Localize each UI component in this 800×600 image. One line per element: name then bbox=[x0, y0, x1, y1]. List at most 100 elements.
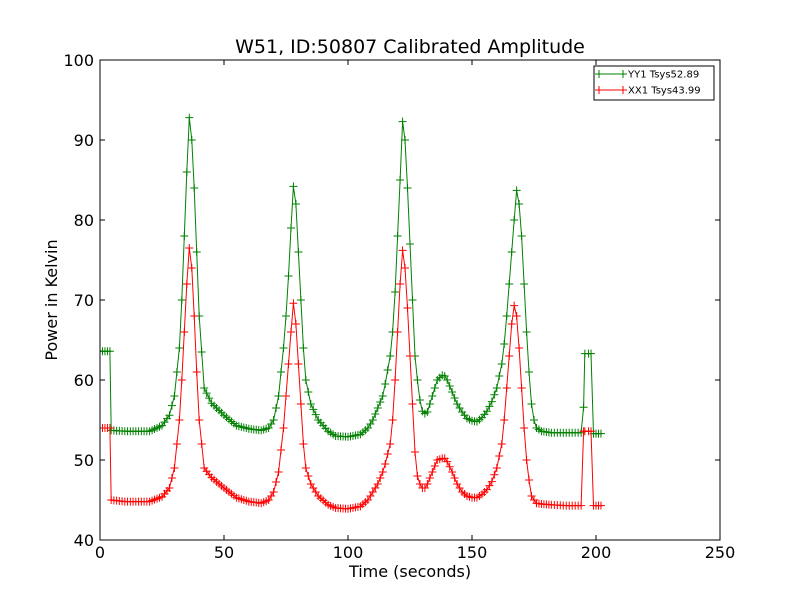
data-point bbox=[299, 440, 308, 448]
data-point bbox=[289, 182, 298, 191]
data-point bbox=[279, 424, 288, 432]
data-point bbox=[187, 264, 196, 272]
data-point bbox=[277, 446, 286, 454]
data-point bbox=[492, 464, 501, 472]
data-point bbox=[289, 299, 298, 308]
data-point bbox=[180, 328, 189, 336]
data-point bbox=[170, 464, 179, 472]
data-point bbox=[167, 401, 176, 410]
data-point bbox=[202, 389, 211, 398]
legend-marker bbox=[595, 70, 603, 78]
data-point bbox=[510, 301, 519, 310]
data-point bbox=[272, 404, 281, 412]
data-point bbox=[500, 340, 509, 348]
y-tick-label: 60 bbox=[74, 371, 94, 390]
x-tick-label: 0 bbox=[95, 543, 105, 562]
data-point bbox=[500, 416, 509, 424]
legend: YY1 Tsys52.89 XX1 Tsys43.99 bbox=[593, 65, 715, 101]
data-point bbox=[512, 186, 521, 195]
data-point bbox=[445, 462, 454, 471]
y-tick-label: 70 bbox=[74, 291, 94, 310]
data-point bbox=[517, 384, 526, 392]
data-point bbox=[177, 376, 186, 384]
data-point bbox=[512, 312, 521, 320]
data-point bbox=[386, 352, 395, 360]
data-point bbox=[448, 388, 457, 396]
data-point bbox=[185, 244, 194, 252]
data-point bbox=[279, 344, 288, 352]
data-point bbox=[386, 440, 395, 448]
data-point bbox=[520, 424, 529, 432]
data-point bbox=[190, 312, 199, 320]
data-point bbox=[415, 396, 424, 404]
data-point bbox=[490, 470, 499, 479]
data-point bbox=[291, 320, 300, 328]
data-point bbox=[286, 328, 295, 336]
data-point bbox=[269, 488, 278, 496]
data-point bbox=[596, 501, 605, 510]
data-point bbox=[495, 372, 504, 380]
data-point bbox=[425, 474, 434, 482]
data-point bbox=[304, 472, 313, 480]
data-point bbox=[430, 384, 439, 392]
data-point bbox=[383, 450, 392, 458]
data-point bbox=[525, 476, 534, 484]
data-point bbox=[497, 360, 506, 368]
data-point bbox=[284, 272, 293, 280]
y-axis-title: Power in Kelvin bbox=[42, 239, 61, 360]
data-point bbox=[448, 468, 457, 476]
data-point bbox=[393, 232, 402, 240]
data-point bbox=[579, 403, 588, 412]
legend-marker bbox=[595, 86, 603, 94]
data-point bbox=[378, 392, 387, 400]
data-point bbox=[587, 427, 596, 436]
data-point bbox=[105, 424, 114, 432]
data-point bbox=[450, 394, 459, 402]
data-point bbox=[502, 312, 511, 320]
data-point bbox=[172, 440, 181, 448]
x-tick-label: 150 bbox=[457, 543, 488, 562]
data-point bbox=[299, 344, 308, 352]
data-point bbox=[175, 344, 184, 352]
data-point bbox=[200, 384, 209, 392]
data-point bbox=[527, 400, 536, 408]
data-point bbox=[272, 478, 281, 486]
data-point bbox=[197, 440, 206, 448]
data-point bbox=[167, 474, 176, 482]
data-point bbox=[425, 400, 434, 408]
data-point bbox=[430, 462, 439, 470]
data-point bbox=[393, 328, 402, 336]
data-point bbox=[388, 416, 397, 424]
data-point bbox=[490, 390, 499, 399]
data-point bbox=[282, 392, 290, 400]
data-point bbox=[408, 296, 417, 304]
data-point bbox=[487, 477, 496, 486]
data-point bbox=[197, 348, 206, 356]
chart-title: W51, ID:50807 Calibrated Amplitude bbox=[235, 36, 585, 58]
data-point bbox=[180, 232, 189, 240]
data-point bbox=[192, 248, 201, 256]
data-point bbox=[301, 376, 310, 384]
series-line-yy1 bbox=[100, 117, 601, 438]
data-point bbox=[401, 264, 410, 272]
data-point bbox=[492, 384, 501, 392]
data-point bbox=[170, 392, 179, 400]
data-point bbox=[182, 280, 191, 288]
data-point bbox=[487, 397, 496, 406]
legend-marker bbox=[619, 86, 627, 94]
data-point bbox=[423, 408, 432, 416]
data-point bbox=[396, 280, 405, 288]
data-point bbox=[413, 472, 422, 480]
data-point bbox=[391, 288, 400, 296]
legend-box bbox=[593, 65, 715, 101]
data-point bbox=[165, 484, 174, 492]
series-yy1 bbox=[100, 113, 605, 441]
data-point bbox=[378, 468, 387, 476]
data-point bbox=[406, 240, 414, 248]
data-point bbox=[525, 368, 534, 376]
data-point bbox=[522, 456, 531, 464]
data-point bbox=[396, 176, 405, 184]
data-point bbox=[177, 296, 186, 304]
data-point bbox=[520, 280, 529, 288]
